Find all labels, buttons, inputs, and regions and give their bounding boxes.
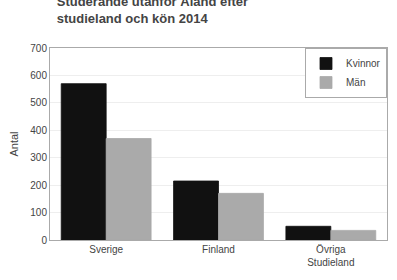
- svg-text:200: 200: [30, 180, 47, 191]
- svg-text:700: 700: [30, 43, 47, 54]
- svg-text:0: 0: [41, 235, 47, 246]
- svg-text:600: 600: [30, 70, 47, 81]
- svg-text:500: 500: [30, 97, 47, 108]
- svg-text:Sverige: Sverige: [89, 244, 123, 255]
- svg-text:Kvinnor: Kvinnor: [346, 58, 381, 69]
- svg-text:Studerande utanför Åland efter: Studerande utanför Åland efterstudieland…: [57, 0, 248, 25]
- svg-text:Finland: Finland: [202, 244, 235, 255]
- svg-text:Antal: Antal: [8, 131, 20, 156]
- svg-text:400: 400: [30, 125, 47, 136]
- svg-text:100: 100: [30, 207, 47, 218]
- svg-text:300: 300: [30, 152, 47, 163]
- svg-text:Män: Män: [346, 77, 365, 88]
- svg-text:ÖvrigaStudieland: ÖvrigaStudieland: [307, 244, 354, 268]
